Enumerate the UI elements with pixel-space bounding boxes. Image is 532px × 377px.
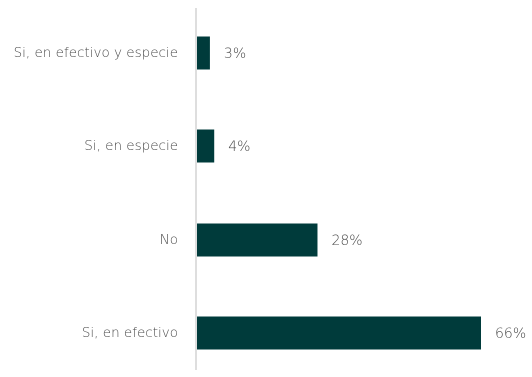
data-label: 3% — [224, 46, 246, 62]
bar — [197, 129, 215, 163]
plot-area: Si, en efectivo y especie 3% Si, en especi… — [14, 8, 526, 370]
bar — [197, 316, 481, 350]
data-label: 4% — [228, 139, 250, 155]
bar — [197, 223, 318, 257]
data-label: 66% — [495, 326, 526, 342]
category-label: Si, en especie — [84, 138, 178, 154]
bar — [197, 36, 210, 70]
category-label: Si, en efectivo y especie — [14, 45, 178, 61]
category-label: Si, en efectivo — [82, 325, 178, 341]
data-label: 28% — [331, 233, 362, 249]
category-label: No — [160, 232, 178, 248]
